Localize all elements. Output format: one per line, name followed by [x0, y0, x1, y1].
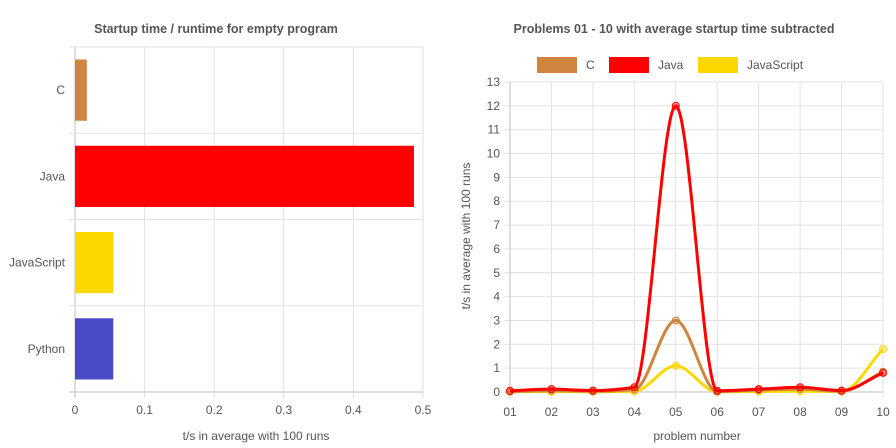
line-series-java — [509, 104, 884, 393]
line-chart-x-tick-label: 06 — [711, 405, 725, 419]
line-chart-x-tick-labels: 01 02 03 04 05 06 07 08 09 10 — [503, 405, 890, 419]
line-chart-y-tick-label: 1 — [493, 361, 500, 375]
line-chart-y-tick-label: 4 — [493, 290, 500, 304]
legend-label-java: Java — [658, 58, 684, 72]
line-chart-title: Problems 01 - 10 with average startup ti… — [514, 22, 835, 36]
legend-swatch-java — [609, 57, 649, 73]
line-chart-y-tick-label: 13 — [487, 75, 501, 89]
line-chart-x-axis-label: problem number — [653, 429, 740, 443]
line-chart-series — [506, 101, 887, 396]
line-chart-y-tick-label: 12 — [487, 99, 501, 113]
line-chart-y-tick-label: 8 — [493, 194, 500, 208]
bar-chart-x-tick-labels: 0 0.1 0.2 0.3 0.4 0.5 — [72, 403, 432, 417]
bar-chart-category-label: Java — [40, 169, 66, 183]
line-point-javascript — [879, 345, 887, 354]
line-chart-y-tick-label: 7 — [493, 218, 500, 232]
bar-javascript — [75, 232, 114, 294]
line-chart-y-tick-label: 5 — [493, 266, 500, 280]
bar-chart-bars — [75, 59, 414, 380]
line-point-java — [630, 383, 639, 392]
line-point-java — [547, 385, 556, 394]
legend-label-c: C — [586, 58, 595, 72]
line-chart-x-tick-label: 01 — [503, 405, 517, 419]
line-point-java — [879, 368, 887, 377]
legend-label-javascript: JavaScript — [747, 58, 804, 72]
line-point-java — [671, 101, 680, 110]
line-chart-x-tick-label: 03 — [586, 405, 600, 419]
line-chart-legend: C Java JavaScript — [537, 57, 804, 73]
line-chart-y-axis-label: t/s in average with 100 runs — [459, 163, 473, 310]
line-chart-y-tick-label: 10 — [487, 147, 501, 161]
line-chart-grid — [504, 81, 884, 398]
line-point-java — [796, 383, 805, 392]
bar-chart: Startup time / runtime for empty program… — [9, 22, 432, 443]
line-chart-x-tick-label: 04 — [628, 405, 642, 419]
legend-swatch-javascript — [698, 57, 738, 73]
bar-chart-category-labels: C Java JavaScript Python — [9, 83, 66, 356]
line-chart-x-tick-label: 09 — [835, 405, 849, 419]
legend-swatch-c — [537, 57, 577, 73]
line-point-c — [671, 316, 680, 325]
bar-chart-x-tick-label: 0.5 — [415, 403, 432, 417]
bar-java — [75, 145, 414, 207]
line-chart-y-tick-label: 0 — [493, 385, 500, 399]
line-chart-x-tick-label: 10 — [876, 405, 890, 419]
bar-chart-category-label: JavaScript — [9, 256, 66, 270]
line-chart: Problems 01 - 10 with average startup ti… — [459, 22, 890, 443]
line-chart-x-tick-label: 05 — [669, 405, 683, 419]
bar-c — [75, 59, 87, 121]
bar-chart-x-tick-label: 0.1 — [136, 403, 153, 417]
line-chart-y-tick-label: 2 — [493, 337, 500, 351]
bar-chart-category-label: Python — [28, 342, 65, 356]
line-chart-x-tick-label: 07 — [752, 405, 766, 419]
line-point-javascript — [671, 361, 680, 370]
line-point-java — [506, 386, 514, 395]
line-point-java — [837, 386, 846, 395]
line-series-c — [509, 318, 884, 394]
bar-chart-x-tick-label: 0.4 — [345, 403, 362, 417]
line-chart-y-tick-label: 11 — [488, 123, 501, 137]
bar-chart-title: Startup time / runtime for empty program — [94, 22, 338, 36]
bar-python — [75, 318, 114, 380]
line-chart-x-tick-label: 08 — [793, 405, 807, 419]
bar-chart-x-axis-label: t/s in average with 100 runs — [183, 429, 330, 443]
bar-chart-x-tick-label: 0.3 — [275, 403, 292, 417]
bar-chart-category-label: C — [56, 83, 65, 97]
bar-chart-x-tick-label: 0 — [72, 403, 79, 417]
bar-chart-grid — [69, 46, 424, 398]
line-point-java — [754, 385, 763, 394]
line-chart-y-tick-label: 9 — [493, 170, 500, 184]
line-point-java — [713, 386, 722, 395]
line-chart-y-tick-label: 3 — [493, 313, 500, 327]
bar-chart-x-tick-label: 0.2 — [206, 403, 223, 417]
line-chart-x-tick-label: 02 — [545, 405, 559, 419]
line-point-java — [588, 386, 597, 395]
line-chart-y-tick-label: 6 — [493, 242, 500, 256]
